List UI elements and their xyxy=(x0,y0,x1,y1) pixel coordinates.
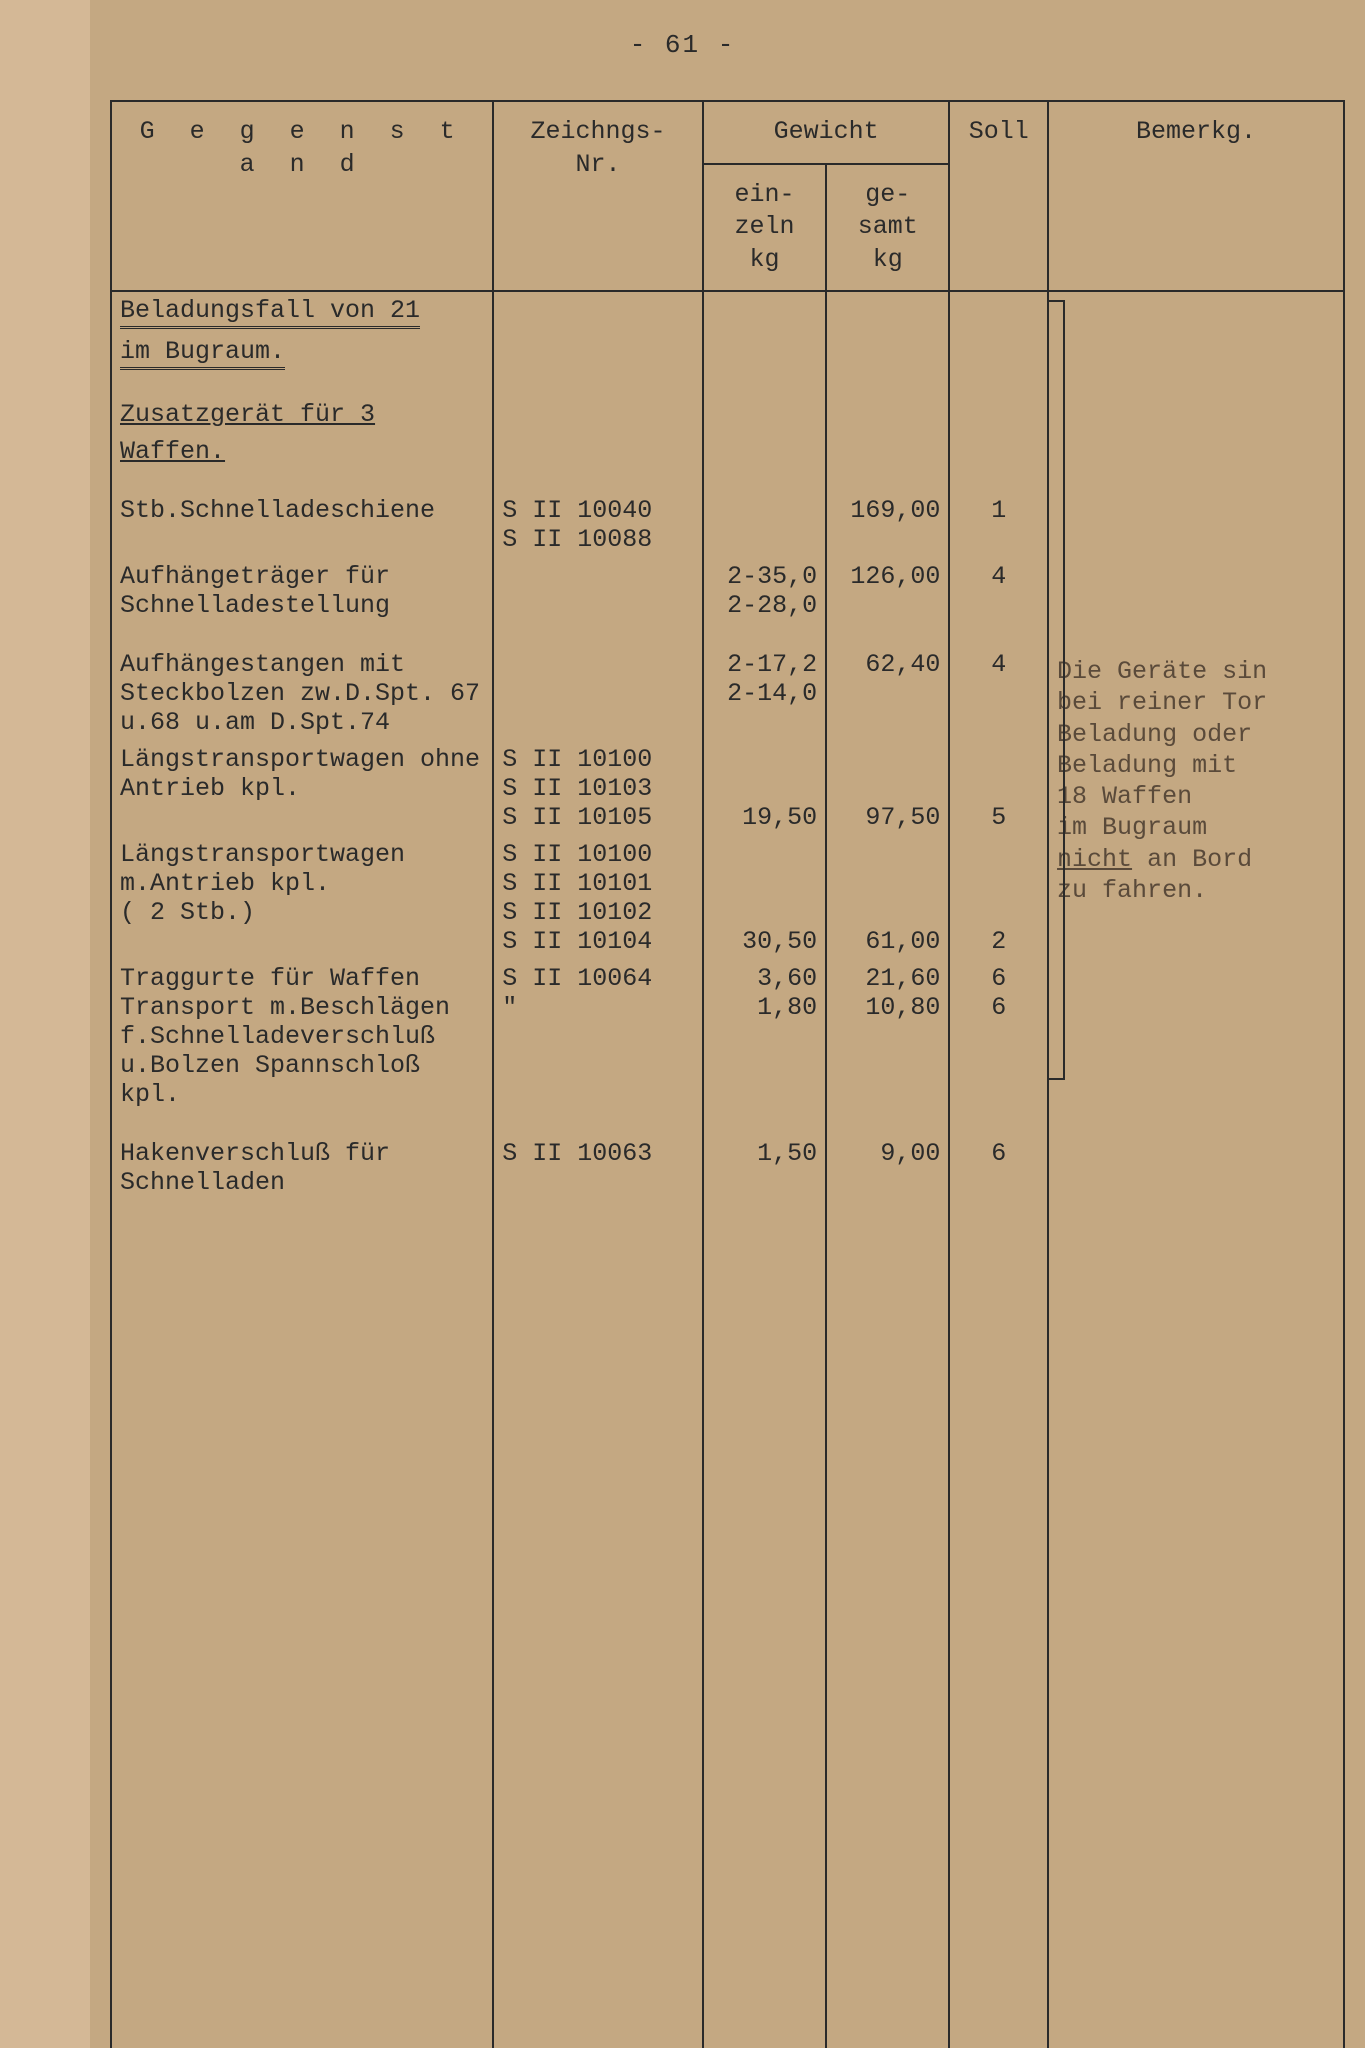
cell-soll: 4 xyxy=(949,558,1048,624)
header-text: G e g e n s t a n d xyxy=(140,117,465,179)
heading-text: Beladungsfall von 21 xyxy=(120,296,420,329)
col-gewicht: Gewicht xyxy=(703,101,950,164)
cell-einzeln: 30,50 xyxy=(703,836,826,960)
cell-einzeln xyxy=(703,492,826,558)
cell-zeichngs xyxy=(493,646,703,741)
heading-text: Zusatzgerät für 3 xyxy=(120,400,375,429)
cell-einzeln: 2-17,2 2-14,0 xyxy=(703,646,826,741)
cell-gegenstand: Längstransportwagen ohne Antrieb kpl. xyxy=(111,741,493,836)
remark-line: zu fahren. xyxy=(1057,875,1335,906)
col-soll: Soll xyxy=(949,101,1048,291)
remark-line: 18 Waffen xyxy=(1057,781,1335,812)
cell-soll: 2 xyxy=(949,836,1048,960)
cell-soll: 5 xyxy=(949,741,1048,836)
cell-gegenstand: Längstransportwagen m.Antrieb kpl. ( 2 S… xyxy=(111,836,493,960)
cell-einzeln: 19,50 xyxy=(703,741,826,836)
cell-gegenstand: Traggurte für Waffen Transport m.Beschlä… xyxy=(111,960,493,1113)
col-gesamt: ge- samt kg xyxy=(826,164,949,292)
page-number: - 61 - xyxy=(630,30,736,60)
brace-icon xyxy=(1043,300,1065,1080)
heading-text: Waffen. xyxy=(120,437,225,466)
cell-gegenstand: Aufhängestangen mit Steckbolzen zw.D.Spt… xyxy=(111,646,493,741)
col-zeichngs: Zeichngs- Nr. xyxy=(493,101,703,291)
cell-soll: 6 xyxy=(949,1135,1048,1201)
cell-soll: 6 6 xyxy=(949,960,1048,1113)
cell-einzeln: 3,60 1,80 xyxy=(703,960,826,1113)
cell-zeichngs: S II 10100 S II 10103 S II 10105 xyxy=(493,741,703,836)
cell-gegenstand: Stb.Schnelladeschiene xyxy=(111,492,493,558)
cell-bemerkg: Die Geräte sin bei reiner Tor Beladung o… xyxy=(1048,492,1344,2048)
section-subheading: Waffen. xyxy=(111,433,493,470)
cell-zeichngs: S II 10100 S II 10101 S II 10102 S II 10… xyxy=(493,836,703,960)
cell-gegenstand: Aufhängeträger für Schnelladestellung xyxy=(111,558,493,624)
document-page: - 61 - G e g e n s t a n d Zeichngs- Nr.… xyxy=(0,0,1365,2048)
cell-gegenstand: Hakenverschluß für Schnelladen xyxy=(111,1135,493,1201)
remark-line: Beladung oder xyxy=(1057,719,1335,750)
cell-zeichngs: S II 10040 S II 10088 xyxy=(493,492,703,558)
remark-underline: nicht xyxy=(1057,845,1132,874)
cell-gesamt: 9,00 xyxy=(826,1135,949,1201)
remark-line: Die Geräte sin xyxy=(1057,656,1335,687)
heading-text: im Bugraum. xyxy=(120,337,285,370)
cell-gesamt: 169,00 xyxy=(826,492,949,558)
cell-zeichngs: S II 10064 " xyxy=(493,960,703,1113)
remark-text: Die Geräte sin bei reiner Tor Beladung o… xyxy=(1057,656,1335,906)
remark-line: Beladung mit xyxy=(1057,750,1335,781)
cell-gesamt: 21,60 10,80 xyxy=(826,960,949,1113)
cell-soll: 1 xyxy=(949,492,1048,558)
col-gegenstand: G e g e n s t a n d xyxy=(111,101,493,291)
weight-table: G e g e n s t a n d Zeichngs- Nr. Gewich… xyxy=(110,100,1345,2048)
section-subheading: Zusatzgerät für 3 xyxy=(111,396,493,433)
cell-gesamt: 126,00 xyxy=(826,558,949,624)
cell-gesamt: 62,40 xyxy=(826,646,949,741)
section-heading: Beladungsfall von 21 xyxy=(111,291,493,333)
col-einzeln: ein- zeln kg xyxy=(703,164,826,292)
table-row: Stb.Schnelladeschiene S II 10040 S II 10… xyxy=(111,492,1344,558)
table-body: Beladungsfall von 21 im Bugraum. Zusatzg… xyxy=(111,291,1344,2048)
remark-line: bei reiner Tor xyxy=(1057,687,1335,718)
cell-einzeln: 1,50 xyxy=(703,1135,826,1201)
col-bemerkg: Bemerkg. xyxy=(1048,101,1344,291)
cell-zeichngs: S II 10063 xyxy=(493,1135,703,1201)
cell-zeichngs xyxy=(493,558,703,624)
cell-einzeln: 2-35,0 2-28,0 xyxy=(703,558,826,624)
cell-gesamt: 97,50 xyxy=(826,741,949,836)
cell-soll: 4 xyxy=(949,646,1048,741)
cell-gesamt: 61,00 xyxy=(826,836,949,960)
remark-line: im Bugraum xyxy=(1057,812,1335,843)
remark-line: nicht an Bord xyxy=(1057,844,1335,875)
section-heading: im Bugraum. xyxy=(111,333,493,374)
